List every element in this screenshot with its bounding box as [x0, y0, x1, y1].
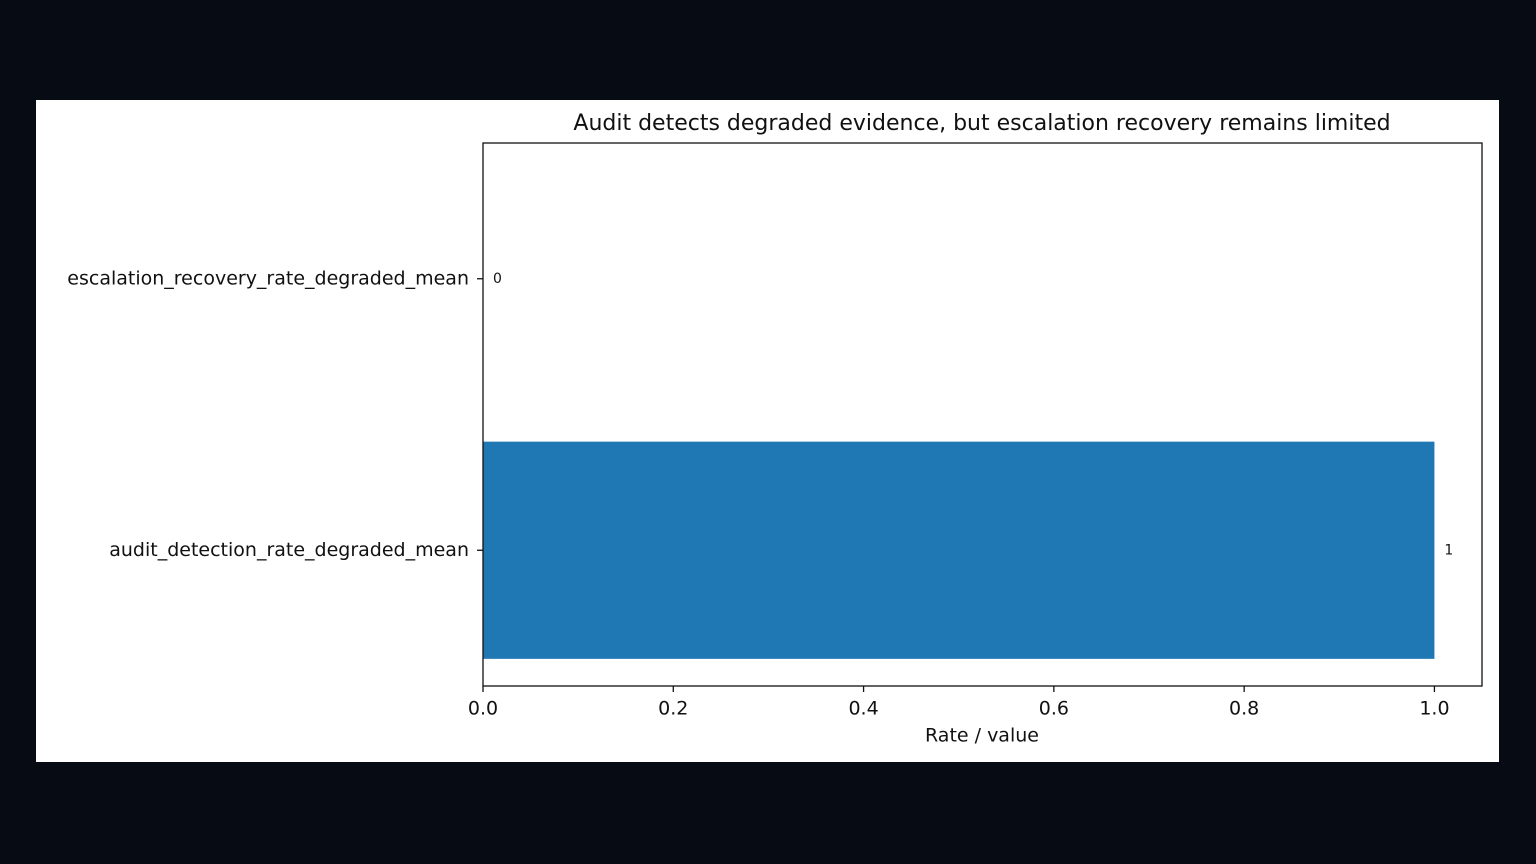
x-tick-label: 0.0: [468, 698, 498, 720]
x-axis-label: Rate / value: [925, 725, 1039, 747]
data-label: 0: [493, 271, 502, 287]
data-label: 1: [1444, 542, 1453, 558]
y-tick-label: audit_detection_rate_degraded_mean: [109, 539, 469, 561]
x-tick-label: 0.6: [1039, 698, 1069, 720]
chart-title: Audit detects degraded evidence, but esc…: [573, 111, 1390, 136]
figure-panel: [36, 100, 1499, 762]
x-tick-label: 0.4: [848, 698, 878, 720]
x-tick-label: 1.0: [1419, 698, 1449, 720]
x-tick-label: 0.2: [658, 698, 688, 720]
x-tick-label: 0.8: [1229, 698, 1259, 720]
bar: [483, 441, 1435, 659]
plot-frame: [482, 142, 1483, 687]
y-tick-label: escalation_recovery_rate_degraded_mean: [67, 267, 469, 289]
